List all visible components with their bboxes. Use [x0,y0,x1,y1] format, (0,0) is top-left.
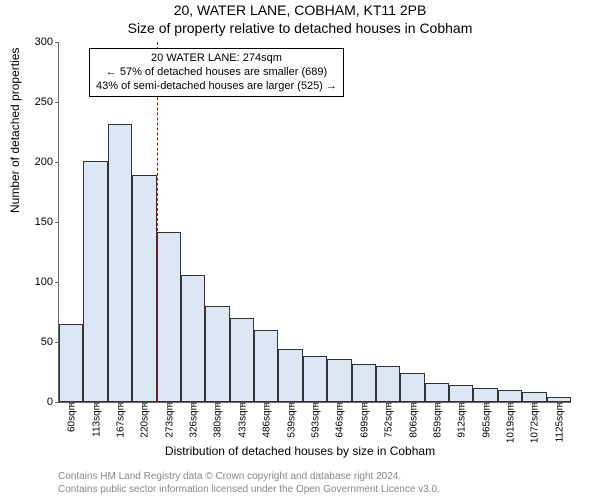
histogram-bar [376,366,400,402]
annotation-line-2: ← 57% of detached houses are smaller (68… [96,66,337,80]
x-tick-label: 326sqm [187,402,200,438]
y-tick-mark [55,102,59,103]
x-tick-label: 859sqm [430,402,443,438]
histogram-bar [303,356,327,402]
chart-supertitle: 20, WATER LANE, COBHAM, KT11 2PB [0,2,600,18]
histogram-bar [498,390,522,402]
x-tick-label: 486sqm [260,402,273,438]
x-tick-mark [96,402,97,406]
x-tick-label: 1072sqm [528,402,541,443]
plot-area: 20 WATER LANE: 274sqm ← 57% of detached … [58,42,571,403]
histogram-bar [254,330,278,402]
x-tick-label: 1019sqm [504,402,517,443]
x-tick-label: 646sqm [333,402,346,438]
x-tick-mark [242,402,243,406]
histogram-bar [425,383,449,402]
x-tick-mark [71,402,72,406]
histogram-bar [230,318,254,402]
footer-attribution: Contains HM Land Registry data © Crown c… [58,471,570,496]
x-tick-label: 220sqm [138,402,151,438]
x-tick-mark [315,402,316,406]
x-tick-label: 806sqm [406,402,419,438]
histogram-bar [473,388,497,402]
x-tick-mark [339,402,340,406]
y-tick-mark [55,162,59,163]
x-tick-label: 699sqm [357,402,370,438]
x-tick-label: 1125sqm [552,402,565,442]
x-tick-mark [413,402,414,406]
histogram-bar [352,364,376,402]
x-tick-mark [193,402,194,406]
x-tick-label: 965sqm [479,402,492,438]
x-tick-mark [534,402,535,406]
x-tick-label: 167sqm [113,402,126,438]
x-tick-mark [291,402,292,406]
x-tick-mark [486,402,487,406]
histogram-bar [59,324,83,402]
histogram-bar [181,275,205,402]
x-tick-label: 912sqm [455,402,468,438]
annotation-line-1: 20 WATER LANE: 274sqm [96,52,337,66]
y-tick-mark [55,42,59,43]
histogram-bar [327,359,351,402]
histogram-bar [449,385,473,402]
chart-container: 20, WATER LANE, COBHAM, KT11 2PB Size of… [0,0,600,500]
x-tick-label: 593sqm [309,402,322,438]
histogram-bar [400,373,424,402]
histogram-bar [108,124,132,402]
x-tick-mark [169,402,170,406]
x-tick-label: 752sqm [382,402,395,438]
histogram-bar [522,392,546,402]
x-tick-mark [461,402,462,406]
y-tick-mark [55,282,59,283]
x-tick-mark [266,402,267,406]
y-tick-mark [55,402,59,403]
annotation-line-3: 43% of semi-detached houses are larger (… [96,80,337,94]
x-tick-mark [437,402,438,406]
histogram-bar [83,161,107,402]
x-tick-mark [388,402,389,406]
histogram-bar [132,175,156,402]
x-tick-mark [217,402,218,406]
x-axis-caption: Distribution of detached houses by size … [0,444,600,458]
footer-line-1: Contains HM Land Registry data © Crown c… [58,471,570,484]
x-tick-label: 273sqm [162,402,175,438]
x-tick-label: 113sqm [89,402,102,437]
x-tick-label: 539sqm [284,402,297,438]
histogram-bar [205,306,229,402]
x-tick-mark [559,402,560,406]
x-tick-mark [364,402,365,406]
x-tick-label: 433sqm [235,402,248,438]
chart-title: Size of property relative to detached ho… [0,20,600,36]
x-tick-label: 60sqm [65,402,78,432]
x-tick-mark [120,402,121,406]
y-axis-label: Number of detached properties [8,48,22,213]
x-tick-mark [144,402,145,406]
annotation-box: 20 WATER LANE: 274sqm ← 57% of detached … [89,48,344,97]
x-tick-label: 380sqm [211,402,224,438]
histogram-bar [278,349,302,402]
y-tick-mark [55,222,59,223]
histogram-bar [157,232,181,402]
footer-line-2: Contains public sector information licen… [58,484,570,497]
x-tick-mark [510,402,511,406]
